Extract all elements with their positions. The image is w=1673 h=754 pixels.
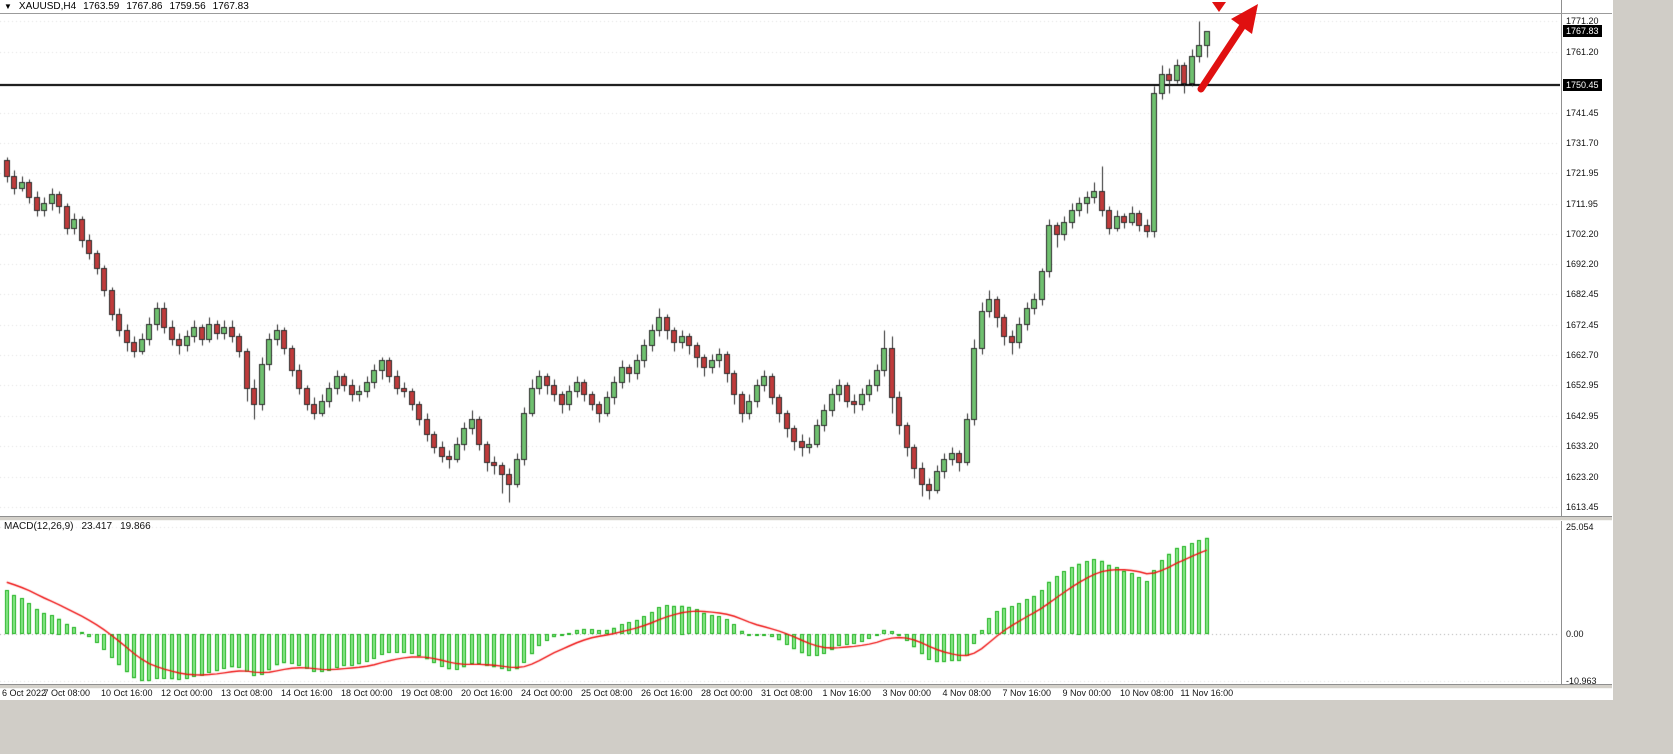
- time-axis-label: 4 Nov 08:00: [942, 688, 992, 698]
- level-price-badge: 1750.45: [1563, 78, 1602, 91]
- ohlc-low-value: 1759.56: [169, 1, 206, 12]
- time-axis-divider: [0, 684, 1612, 689]
- candlestick-chart[interactable]: [0, 0, 1560, 516]
- price-tick-label: 1741.45: [1566, 107, 1599, 118]
- time-axis-label: 9 Nov 00:00: [1062, 688, 1112, 698]
- time-axis-label: 24 Oct 00:00: [520, 688, 573, 698]
- price-tick-label: 1623.20: [1566, 471, 1599, 482]
- time-axis-label: 18 Oct 00:00: [340, 688, 393, 698]
- price-tick-label: 1692.20: [1566, 259, 1599, 270]
- time-axis-label: 10 Oct 16:00: [100, 688, 153, 698]
- time-axis-label: 7 Nov 16:00: [1002, 688, 1052, 698]
- time-axis-label: 10 Nov 08:00: [1119, 688, 1174, 698]
- header-divider: [0, 13, 1612, 14]
- price-tick-label: 1761.20: [1566, 46, 1599, 57]
- price-tick-label: 1682.45: [1566, 289, 1599, 300]
- ohlc-close-value: 1767.83: [212, 1, 249, 12]
- price-tick-label: 1702.20: [1566, 228, 1599, 239]
- price-tick-label: 1771.20: [1566, 16, 1599, 27]
- time-scale-axis[interactable]: 6 Oct 2022 7 Oct 08:00 10 Oct 16:00 12 Oct …: [0, 688, 1612, 700]
- macd-indicator-chart[interactable]: [0, 520, 1560, 684]
- symbol-timeframe-label: XAUUSD,H4: [18, 1, 77, 12]
- panel-resize-divider[interactable]: [0, 516, 1612, 521]
- price-scale-axis[interactable]: 1771.20 1761.20 1741.45 1731.70 1721.95 1711.…: [1561, 0, 1613, 700]
- price-tick-label: 1652.95: [1566, 380, 1599, 391]
- ohlc-open-value: 1763.59: [83, 1, 120, 12]
- time-axis-label: 11 Nov 16:00: [1180, 688, 1234, 698]
- price-tick-label: 1642.95: [1566, 411, 1599, 422]
- time-axis-label: 19 Oct 08:00: [400, 688, 453, 698]
- time-axis-label: 28 Oct 00:00: [700, 688, 753, 698]
- macd-indicator-label: MACD(12,26,9): [4, 521, 74, 532]
- price-tick-label: 1721.95: [1566, 167, 1599, 178]
- time-axis-label: 12 Oct 00:00: [160, 688, 213, 698]
- time-axis-label: 6 Oct 2022: [2, 688, 47, 698]
- price-tick-label: 1662.70: [1566, 350, 1599, 361]
- time-axis-label: 14 Oct 16:00: [280, 688, 333, 698]
- macd-main-value: 23.417: [81, 521, 113, 532]
- time-axis-label: 1 Nov 16:00: [822, 688, 872, 698]
- macd-tick-label: 25.054: [1566, 522, 1594, 533]
- current-price-badge: 1767.83: [1563, 25, 1602, 38]
- time-axis-label: 25 Oct 08:00: [580, 688, 633, 698]
- price-tick-label: 1672.45: [1566, 320, 1599, 331]
- price-tick-label: 1711.95: [1566, 198, 1598, 209]
- time-axis-label: 31 Oct 08:00: [760, 688, 813, 698]
- macd-tick-label: 0.00: [1566, 629, 1584, 640]
- macd-signal-value: 19.866: [120, 521, 151, 532]
- time-axis-label: 26 Oct 16:00: [640, 688, 693, 698]
- symbol-dropdown-icon[interactable]: ▼: [4, 2, 12, 11]
- price-tick-label: 1633.20: [1566, 441, 1599, 452]
- time-axis-label: 20 Oct 16:00: [460, 688, 513, 698]
- price-tick-label: 1731.70: [1566, 137, 1599, 148]
- chart-header: ▼ XAUUSD,H4 1763.59 1767.86 1759.56 1767…: [4, 1, 249, 13]
- time-axis-label: 7 Oct 08:00: [43, 688, 91, 698]
- mt4-chart-window: ▼ XAUUSD,H4 1763.59 1767.86 1759.56 1767…: [0, 0, 1613, 700]
- time-axis-label: 13 Oct 08:00: [220, 688, 273, 698]
- macd-tick-label: -10.963: [1566, 675, 1597, 686]
- time-axis-label: 3 Nov 00:00: [882, 688, 932, 698]
- ohlc-high-value: 1767.86: [126, 1, 163, 12]
- macd-indicator-caption: MACD(12,26,9) 23.417 19.866: [4, 521, 151, 532]
- price-tick-label: 1613.45: [1566, 501, 1599, 512]
